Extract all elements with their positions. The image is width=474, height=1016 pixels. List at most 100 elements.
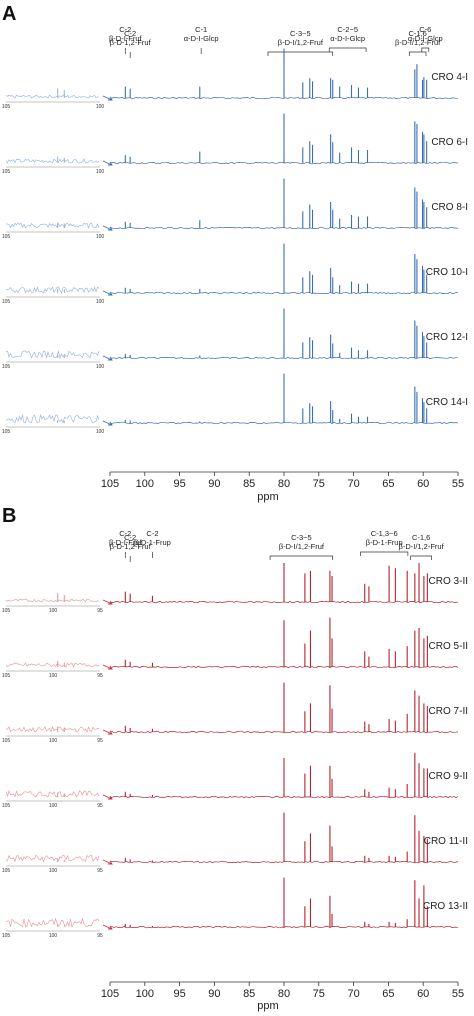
inset-trace [5, 917, 100, 928]
inset-zoom: 105 100 95 [2, 917, 103, 939]
spectrum-baseline [109, 925, 459, 929]
inset-zoom: 105 100 95 [2, 726, 103, 744]
spectrum-row: 105 100 95 CRO 5-II [2, 617, 468, 679]
assignment-bracket [421, 47, 430, 52]
assignment-bracket [328, 47, 367, 52]
inset-tick-label: 105 [2, 299, 11, 305]
inset-tick-label: 105 [2, 169, 11, 175]
inset-zoom: 105 100 [2, 88, 105, 110]
assignment-label: C-2~5 [337, 25, 358, 34]
spectrum-row: 105 100 95 CRO 7-II [2, 682, 468, 744]
inset-trace [5, 286, 100, 294]
panel-a-x-axis-title: ppm [257, 491, 278, 503]
spectrum-row: 105 100 CRO 10-I [2, 243, 468, 305]
inset-trace [5, 94, 100, 99]
sample-label: CRO 13-II [423, 901, 468, 912]
inset-zoom: 105 100 95 [2, 790, 103, 809]
x-tick-label: 60 [417, 478, 429, 490]
sample-label: CRO 14-I [426, 397, 468, 408]
inset-tick-label: 100 [49, 803, 58, 809]
peak-assignment: C-2β-D-1,2-Fruf [110, 29, 152, 58]
inset-zoom: 105 100 95 [2, 593, 103, 614]
assignment-label: α-D-I-Glcp [184, 34, 219, 43]
assignment-label: C-6 [419, 25, 431, 34]
peak-assignment: C-1,3~6β-D-1-Frup [360, 529, 409, 556]
x-tick-label: 75 [313, 478, 325, 490]
peak-assignment: C-2β-D-1-Frup [134, 529, 171, 558]
spectrum-row: 105 100 95 CRO 9-II [2, 752, 468, 809]
arrow-icon [102, 664, 113, 670]
inset-tick-label: 105 [2, 104, 11, 110]
inset-zoom: 105 100 95 [2, 660, 103, 679]
inset-tick-label: 100 [49, 673, 58, 679]
x-tick-label: 55 [452, 478, 464, 490]
spectrum-baseline [110, 730, 459, 734]
assignment-bracket [360, 551, 409, 556]
inset-tick-label: 105 [2, 868, 11, 874]
inset-tick-label: 100 [49, 608, 58, 614]
arrow-icon [102, 729, 113, 735]
arrow-icon [102, 225, 113, 231]
inset-tick-label: 105 [2, 933, 11, 939]
inset-zoom: 105 100 95 [2, 854, 103, 874]
panel-b-spectra: 105 100 95 CRO 3-II 105 100 95 CRO 5-II 105 100 95… [2, 563, 468, 939]
inset-zoom: 105 100 [2, 350, 105, 370]
inset-trace [5, 350, 100, 360]
spectrum-row: 105 100 95 CRO 3-II [2, 563, 468, 614]
panel-letter-a: A [2, 3, 16, 25]
peak-assignment: C-2β-D-I-Fruf [109, 529, 143, 558]
inset-zoom: 105 100 [2, 286, 104, 305]
inset-tick-label: 95 [97, 868, 103, 874]
assignment-label: C-2 [124, 533, 136, 542]
assignment-label: β-D-I-Fruf [109, 34, 143, 43]
peak-assignment: C-1,6β-D-I/1,2-Fruf [399, 533, 445, 560]
inset-tick-label: 100 [96, 364, 105, 370]
sample-label: CRO 10-I [426, 267, 468, 278]
spectrum-row: 105 100 95 CRO 13-II [2, 877, 468, 939]
assignment-bracket [408, 51, 427, 56]
panel-a-x-axis: 105 100 95 90 85 80 75 70 65 60 55 [101, 471, 464, 490]
x-tick-label: 65 [382, 988, 394, 1000]
inset-tick-label: 100 [49, 868, 58, 874]
panel-letter-b: B [2, 505, 16, 527]
assignment-label: C-2 [146, 529, 158, 538]
inset-trace [5, 222, 100, 229]
assignment-label: β-D-I/1,2-Fruf [395, 38, 441, 47]
inset-tick-label: 100 [96, 169, 105, 175]
assignment-label: β-D-I/1,2-Fruf [279, 542, 325, 551]
sample-label: CRO 5-II [429, 641, 468, 652]
peak-assignment: C-1,6β-D-I/1,2-Fruf [395, 29, 441, 56]
x-tick-label: 85 [243, 478, 255, 490]
assignment-label: C-2 [119, 529, 131, 538]
peak-assignment: C-3~5β-D-I/1,2-Fruf [267, 29, 334, 56]
inset-tick-label: 105 [2, 234, 11, 240]
assignment-bracket [269, 555, 334, 560]
inset-tick-label: 100 [96, 104, 105, 110]
arrow-icon [102, 160, 113, 166]
panel-b-x-axis: 105 100 95 90 85 80 75 70 65 60 55 [101, 981, 464, 1000]
assignment-bracket [410, 555, 432, 560]
assignment-label: β-D-I/1,2-Fruf [399, 542, 445, 551]
arrow-icon [102, 599, 113, 605]
inset-trace [5, 790, 100, 798]
assignment-label: C-1,6 [412, 533, 430, 542]
inset-tick-label: 95 [97, 608, 103, 614]
x-tick-label: 105 [101, 478, 119, 490]
spectrum-row: 105 100 CRO 12-I [2, 308, 468, 370]
spectrum-baseline [109, 356, 458, 360]
assignment-label: β-D-I/1,2-Fruf [278, 38, 324, 47]
spectrum-row: 105 100 CRO 14-I [2, 373, 468, 435]
assignment-label: C-2 [119, 25, 131, 34]
sample-label: CRO 3-II [429, 576, 468, 587]
inset-tick-label: 105 [2, 803, 11, 809]
x-tick-label: 55 [452, 988, 464, 1000]
panel-b-x-axis-title: ppm [257, 1000, 278, 1012]
peak-assignment: C-1α-D-I-Glcp [184, 25, 219, 54]
inset-trace [6, 854, 100, 863]
inset-trace [5, 414, 100, 424]
peak-assignment: C-2β-D-1,2-Fruf [110, 533, 152, 562]
x-tick-label: 105 [101, 988, 119, 1000]
panel-b-annotations: C-2β-D-I-FrufC-2β-D-1,2-FrufC-2β-D-1-Fru… [109, 529, 445, 562]
assignment-label: β-D-I-Fruf [109, 538, 143, 547]
